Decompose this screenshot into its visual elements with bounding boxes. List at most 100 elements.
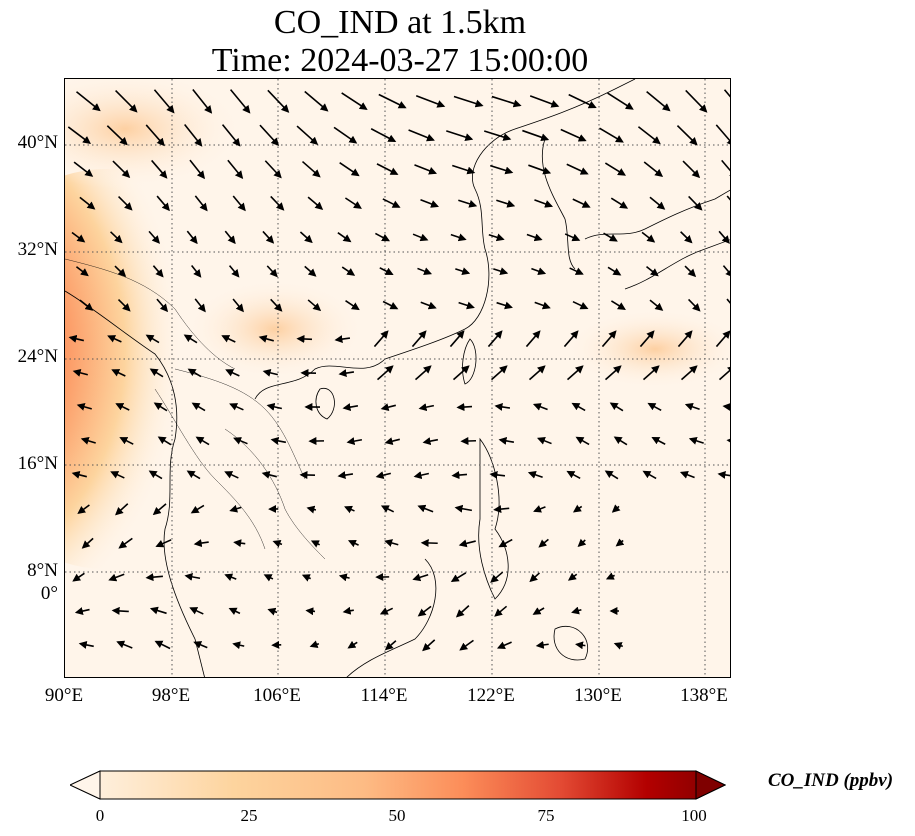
wind-arrow: [375, 471, 391, 480]
wind-arrow: [604, 470, 619, 480]
wind-arrow: [450, 572, 467, 583]
wind-arrow: [272, 539, 283, 548]
wind-arrow: [567, 572, 578, 581]
wind-arrow: [67, 126, 91, 145]
wind-arrow: [723, 89, 730, 98]
wind-arrow: [526, 233, 543, 242]
wind-arrow: [267, 607, 278, 616]
wind-arrow: [642, 470, 657, 480]
wind-arrow: [487, 330, 503, 348]
wind-arrow: [684, 403, 700, 411]
wind-arrow: [726, 298, 730, 313]
wind-arrow: [489, 164, 514, 175]
wind-arrow: [498, 538, 513, 548]
wind-arrow: [688, 195, 703, 211]
wind-arrow: [722, 402, 730, 411]
wind-arrow: [641, 231, 656, 243]
wind-arrow: [418, 403, 435, 412]
wind-arrow: [411, 330, 427, 348]
y-tick-32n: 32°N: [17, 239, 58, 260]
wind-arrow: [529, 95, 560, 108]
wind-arrow: [345, 300, 360, 311]
colorbar-tick-75: 75: [537, 806, 555, 825]
wind-arrow: [232, 298, 244, 313]
wind-arrow: [110, 231, 123, 244]
wind-arrow: [334, 335, 351, 344]
wind-arrow: [233, 437, 248, 445]
wind-arrow: [115, 503, 129, 516]
wind-arrow: [569, 267, 584, 275]
wind-arrow: [422, 437, 439, 446]
wind-arrow: [148, 470, 163, 480]
wind-arrow: [187, 368, 202, 378]
wind-arrow: [115, 403, 130, 411]
wind-arrow: [412, 573, 429, 582]
wind-arrow: [607, 266, 622, 276]
wind-arrow: [489, 470, 506, 479]
wind-arrow: [107, 335, 122, 343]
wind-arrow: [566, 470, 581, 480]
wind-arrow: [227, 159, 244, 179]
wind-arrow: [118, 537, 133, 549]
wind-arrow: [232, 195, 246, 212]
wind-arrow: [195, 436, 210, 446]
wind-arrow: [376, 365, 394, 381]
wind-arrow: [229, 89, 251, 114]
wind-arrow: [452, 365, 470, 381]
wind-arrow: [564, 233, 581, 242]
wind-arrow: [184, 124, 203, 147]
wind-arrow: [680, 365, 698, 381]
colorbar-tick-0: 0: [95, 806, 105, 825]
map-panel: [64, 78, 731, 678]
wind-arrow: [71, 470, 87, 479]
wind-arrow: [679, 471, 695, 479]
wind-arrow: [262, 230, 275, 244]
wind-arrow: [417, 605, 432, 617]
wind-arrow: [459, 639, 474, 651]
wind-arrow: [258, 334, 274, 343]
wind-arrow: [333, 126, 358, 144]
wind-arrow: [153, 89, 175, 114]
wind-arrow: [560, 128, 587, 142]
wind-arrow: [458, 301, 475, 310]
wind-arrow: [684, 265, 697, 278]
wind-arrow: [156, 195, 170, 212]
wind-arrow: [609, 402, 624, 412]
wind-arrow: [310, 540, 321, 548]
colorbar-label: CO_IND (ppbv): [768, 770, 894, 791]
wind-arrow: [494, 605, 508, 617]
wind-arrow: [378, 93, 407, 109]
wind-arrow: [347, 640, 358, 649]
wind-arrow: [455, 267, 471, 275]
wind-arrow: [566, 365, 584, 381]
wind-arrow: [224, 471, 239, 479]
wind-arrow: [575, 641, 586, 650]
map-title-line2: Time: 2024-03-27 15:00:00: [211, 42, 589, 79]
wind-arrow: [379, 607, 394, 615]
wind-arrow: [415, 95, 446, 108]
wind-arrow: [490, 365, 508, 381]
wind-arrow: [306, 505, 317, 514]
wind-arrow: [72, 572, 85, 582]
wind-arrow: [494, 402, 511, 411]
wind-arrow: [531, 267, 547, 275]
wind-arrow: [224, 230, 236, 245]
wind-arrow: [338, 369, 355, 378]
wind-arrow: [106, 125, 128, 146]
wind-arrow: [577, 538, 587, 548]
wind-arrow: [71, 231, 86, 243]
wind-arrow: [307, 196, 324, 210]
wind-arrow: [532, 607, 545, 615]
wind-arrow: [338, 573, 350, 582]
wind-arrow: [228, 265, 240, 278]
wind-arrow: [642, 365, 660, 381]
wind-arrow: [376, 163, 399, 175]
wind-arrow: [563, 330, 579, 348]
wind-arrow: [458, 539, 476, 548]
wind-arrow: [228, 607, 241, 616]
colorbar: [70, 770, 726, 800]
wind-arrow: [75, 266, 89, 277]
wind-arrow: [191, 402, 206, 412]
wind-arrow: [454, 504, 473, 513]
wind-arrow: [264, 160, 282, 179]
